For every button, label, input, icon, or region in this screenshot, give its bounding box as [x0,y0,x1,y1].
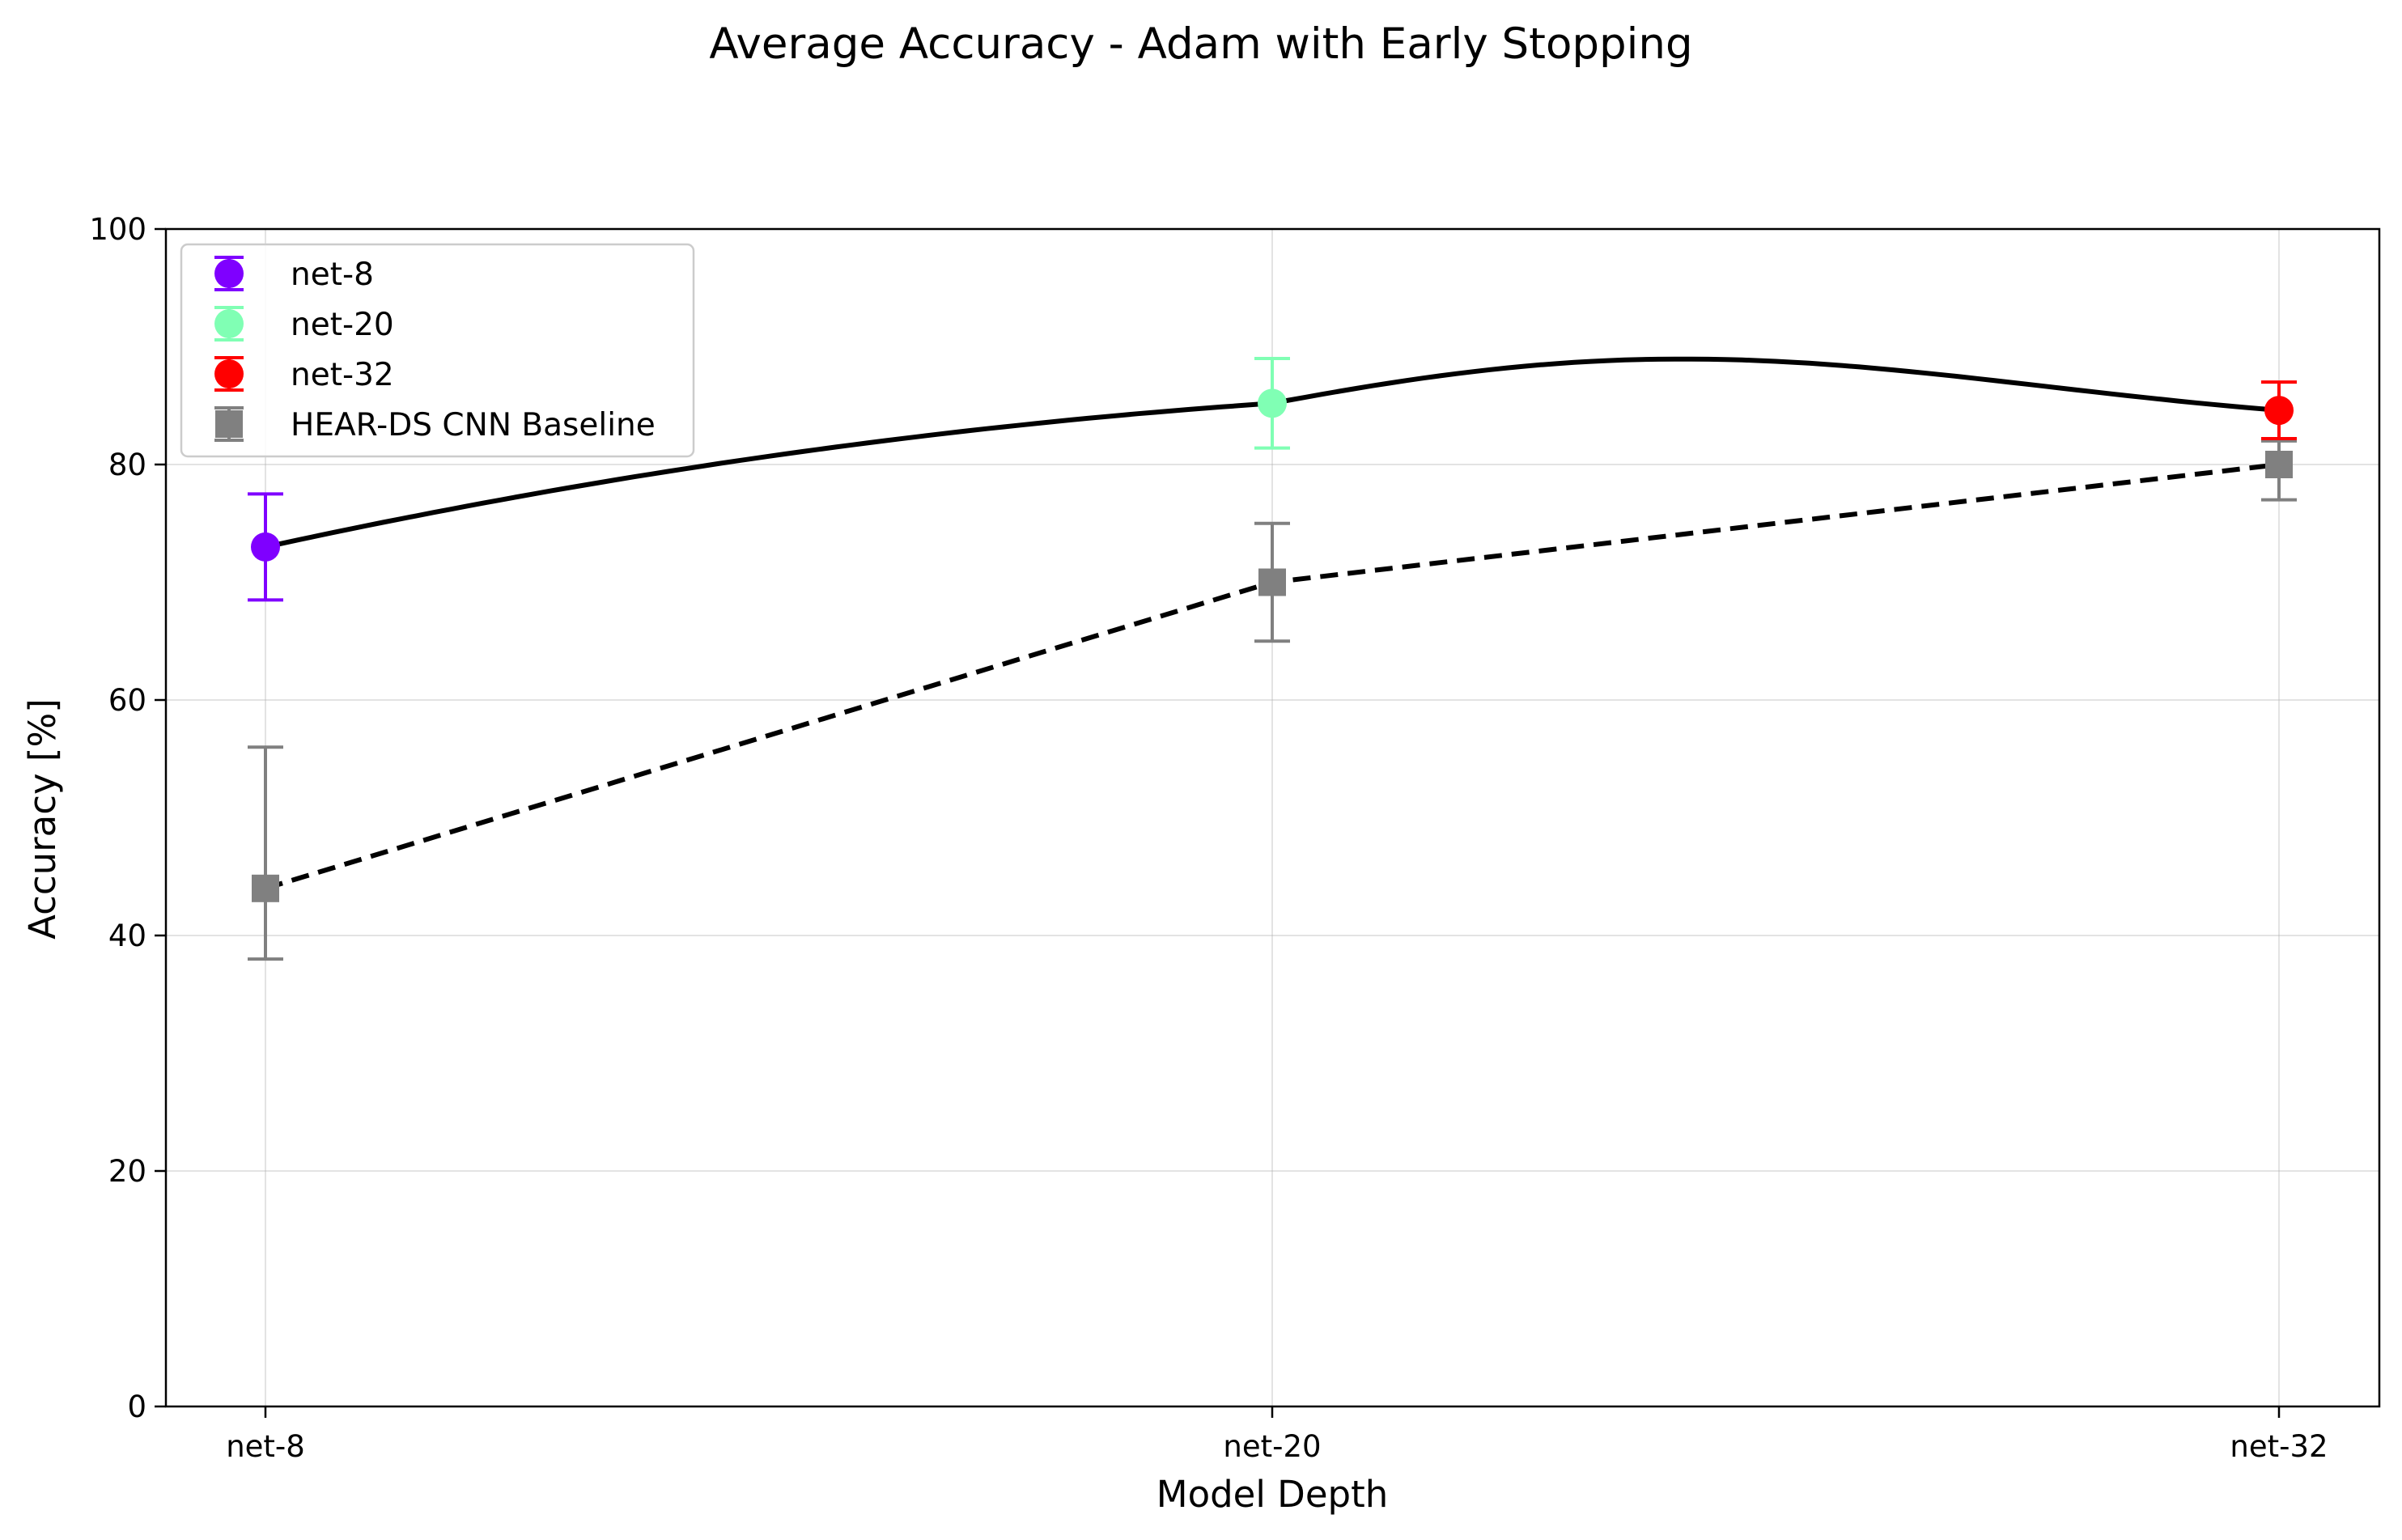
markers [251,388,2294,902]
y-tick-label: 20 [108,1154,146,1189]
legend-marker-net-32 [214,359,244,388]
legend-marker-net-20 [214,309,244,338]
baseline-marker-net-8 [252,874,279,902]
x-tick-label: net-8 [226,1429,305,1464]
legend-box [180,243,695,458]
errorbars [248,357,2297,961]
x-tick-label: net-32 [2230,1429,2328,1464]
point-marker-net-20 [1258,388,1287,418]
point-marker-net-32 [2264,396,2294,426]
legend-label-net-32: net-32 [291,357,394,393]
y-tick-label: 40 [108,918,146,953]
x-ticks: net-8 net-20 net-32 [226,1406,2328,1464]
legend-label-net-8: net-8 [291,257,374,293]
y-ticks: 0 20 40 60 80 100 [89,212,166,1424]
legend-label-HEAR-DS CNN Baseline: HEAR-DS CNN Baseline [291,407,656,443]
y-tick-label: 100 [89,212,146,247]
chart-title: Average Accuracy - Adam with Early Stopp… [709,19,1692,69]
legend-label-net-20: net-20 [291,307,394,343]
point-marker-net-8 [251,532,280,562]
y-tick-label: 60 [108,683,146,718]
x-tick-label: net-20 [1223,1429,1321,1464]
x-axis-label: Model Depth [1156,1473,1388,1516]
y-axis-label: Accuracy [%] [21,698,64,940]
y-tick-label: 80 [108,448,146,482]
y-tick-label: 0 [127,1389,146,1424]
legend: net-8 net-20 net-32 HEAR-DS CNN Baseline [180,243,695,458]
baseline-marker-net-20 [1258,568,1286,596]
legend-marker-HEAR-DS CNN Baseline [215,410,243,438]
baseline-marker-net-32 [2265,451,2293,478]
legend-marker-net-8 [214,259,244,288]
